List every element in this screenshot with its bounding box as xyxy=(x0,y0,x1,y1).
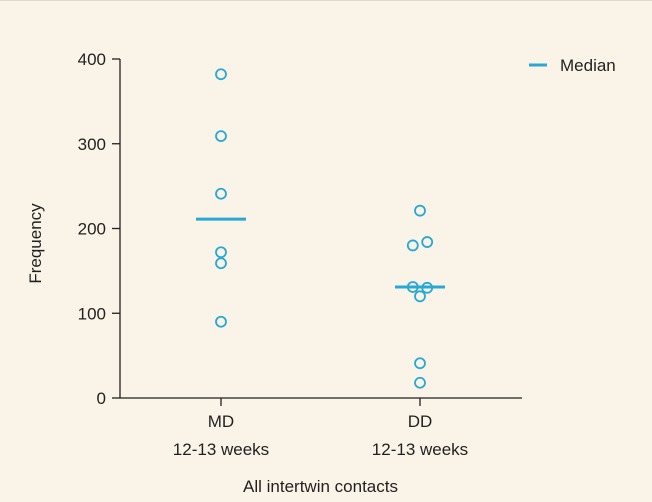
data-point-dd-8 xyxy=(414,376,426,389)
data-point-md-5 xyxy=(215,257,227,270)
axes xyxy=(112,58,522,406)
y-tick-label-200: 200 xyxy=(78,220,106,239)
data-point-dd-4 xyxy=(406,281,419,293)
data-point-dd-3 xyxy=(421,236,434,248)
data-point-dd-5 xyxy=(421,281,434,294)
y-axis-title: Frequency xyxy=(26,203,45,284)
x-tick-sublabel-dd: 12-13 weeks xyxy=(372,440,468,459)
x-tick-sublabel-md: 12-13 weeks xyxy=(173,440,269,459)
data-point-dd-6 xyxy=(414,290,426,303)
x-tick-label-md: MD xyxy=(208,412,234,431)
y-tick-label-0: 0 xyxy=(97,389,106,408)
y-tick-label-300: 300 xyxy=(78,135,106,154)
y-tick-label-400: 400 xyxy=(78,50,106,69)
legend-median-label: Median xyxy=(560,56,616,75)
y-tick-label-100: 100 xyxy=(78,304,106,323)
data-point-dd-7 xyxy=(414,357,426,370)
data-point-dd-1 xyxy=(414,204,426,217)
legend: Median xyxy=(529,56,616,75)
data-marks xyxy=(196,68,445,389)
data-point-md-2 xyxy=(215,130,227,143)
data-point-md-6 xyxy=(215,315,227,328)
data-point-md-3 xyxy=(215,187,227,200)
data-point-md-4 xyxy=(215,246,227,259)
axis-labels: 0 100 200 300 400 MD 12-13 weeks DD 12-13 weeks xyxy=(78,50,469,459)
x-axis-title: All intertwin contacts xyxy=(243,477,398,496)
data-point-md-1 xyxy=(215,68,227,81)
x-tick-label-dd: DD xyxy=(408,412,433,431)
data-point-dd-2 xyxy=(406,239,419,252)
